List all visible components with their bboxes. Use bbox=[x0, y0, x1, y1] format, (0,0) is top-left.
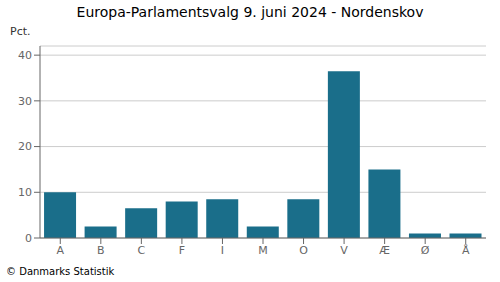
svg-text:V: V bbox=[340, 244, 348, 257]
svg-text:40: 40 bbox=[18, 49, 32, 62]
svg-text:Æ: Æ bbox=[379, 244, 390, 257]
svg-text:30: 30 bbox=[18, 95, 32, 108]
html-text:Pct.: Pct. bbox=[10, 25, 31, 38]
svg-text:C: C bbox=[138, 244, 146, 257]
html-text:© Danmarks Statistik: © Danmarks Statistik bbox=[6, 266, 115, 277]
svg-text:I: I bbox=[221, 244, 224, 257]
svg-text:Ø: Ø bbox=[421, 244, 430, 257]
svg-text:B: B bbox=[97, 244, 105, 257]
html-text:Europa-Parlamentsvalg 9. juni: Europa-Parlamentsvalg 9. juni 2024 - Nor… bbox=[76, 4, 424, 20]
svg-text:20: 20 bbox=[18, 140, 32, 153]
svg-text:O: O bbox=[299, 244, 308, 257]
svg-text:Å: Å bbox=[462, 244, 470, 257]
svg-text:0: 0 bbox=[25, 232, 32, 245]
svg-text:M: M bbox=[258, 244, 268, 257]
svg-text:10: 10 bbox=[18, 186, 32, 199]
svg-text:F: F bbox=[179, 244, 185, 257]
svg-text:A: A bbox=[57, 244, 65, 257]
